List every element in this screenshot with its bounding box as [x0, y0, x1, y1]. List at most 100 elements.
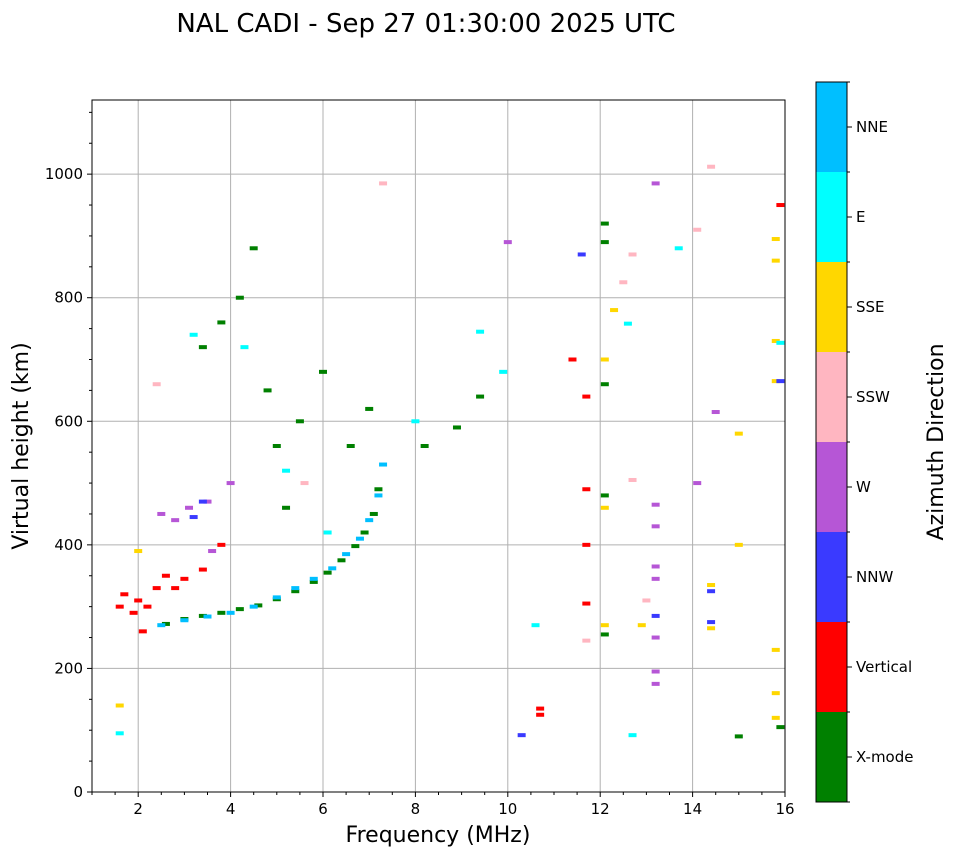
echo-point — [452, 425, 461, 430]
echo-point — [355, 536, 364, 541]
echo-point — [282, 468, 291, 473]
echo-point — [600, 382, 609, 387]
echo-point — [771, 715, 780, 720]
echo-point — [734, 431, 743, 436]
echo-point — [185, 505, 194, 510]
echo-point — [628, 733, 637, 738]
echo-point — [503, 240, 512, 245]
echo-point — [208, 549, 217, 554]
echo-point — [600, 221, 609, 226]
colorbar-tick-label: NNW — [856, 568, 893, 586]
echo-point — [171, 586, 180, 591]
echo-point — [651, 502, 660, 507]
echo-point — [582, 487, 591, 492]
echo-point — [161, 573, 170, 578]
echo-point — [600, 632, 609, 637]
echo-point — [180, 576, 189, 581]
echo-point — [600, 493, 609, 498]
echo-point — [411, 419, 420, 424]
echo-point — [771, 691, 780, 696]
echo-point — [628, 477, 637, 482]
trace-x-mode — [198, 221, 785, 739]
echo-point — [217, 320, 226, 325]
echo-point — [711, 410, 720, 415]
trace-e — [115, 246, 785, 738]
echo-point — [379, 181, 388, 186]
echo-point — [568, 357, 577, 362]
echo-point — [203, 499, 212, 504]
x-tick-label: 4 — [226, 800, 236, 818]
colorbar-tick-label: Vertical — [856, 658, 912, 676]
colorbar-tick-label: NNE — [856, 118, 888, 136]
x-tick-label: 16 — [775, 800, 794, 818]
echo-point — [180, 618, 189, 623]
echo-point — [776, 379, 785, 384]
chart-title: NAL CADI - Sep 27 01:30:00 2025 UTC — [176, 9, 675, 39]
echo-point — [120, 592, 129, 597]
echo-point — [346, 444, 355, 448]
echo-point — [189, 515, 198, 520]
echo-point — [707, 164, 716, 169]
echo-point — [337, 558, 346, 563]
echo-point — [707, 620, 716, 625]
echo-point — [198, 345, 207, 350]
echo-point — [651, 564, 660, 569]
echo-point — [152, 382, 161, 387]
echo-point — [249, 604, 258, 609]
echo-point — [776, 725, 785, 730]
x-axis-ticks: 2 4 6 8 10 12 14 16 — [91, 792, 795, 818]
echo-point — [582, 601, 591, 606]
echo-point — [282, 505, 291, 510]
echo-point — [161, 621, 170, 626]
echo-point — [129, 610, 138, 615]
echo-point — [651, 524, 660, 529]
colorbar-swatch — [816, 532, 847, 622]
y-tick-label: 600 — [54, 412, 83, 430]
echo-point — [600, 505, 609, 510]
echo-point — [707, 626, 716, 631]
y-tick-label: 200 — [54, 659, 83, 677]
echo-point — [235, 295, 244, 300]
grid-lines — [92, 100, 786, 793]
echo-point — [235, 607, 244, 612]
echo-point — [499, 369, 508, 374]
echo-point — [198, 613, 207, 618]
echo-point — [476, 329, 485, 334]
x-tick-label: 6 — [318, 800, 328, 818]
x-tick-label: 8 — [411, 800, 421, 818]
colorbar-tick-label: SSE — [856, 298, 885, 316]
colorbar-swatch — [816, 352, 847, 442]
trace-nnw — [189, 252, 785, 738]
echo-point — [115, 731, 124, 736]
plot-area: 2 4 6 8 10 12 14 16 0 200 400 600 800 1000 — [45, 99, 795, 818]
echo-point — [369, 511, 378, 516]
echo-point — [476, 394, 485, 399]
echo-point — [254, 603, 263, 608]
echo-point — [651, 635, 660, 640]
echo-point — [582, 542, 591, 547]
colorbar-swatch — [816, 82, 847, 172]
echo-point — [157, 623, 166, 628]
echo-point — [651, 181, 660, 186]
y-tick-label: 1000 — [45, 165, 83, 183]
echo-point — [323, 570, 332, 575]
echo-point — [776, 340, 785, 345]
echo-point — [600, 357, 609, 362]
echo-point — [365, 406, 374, 411]
echo-point — [115, 703, 124, 708]
echo-point — [134, 598, 143, 603]
echo-point — [536, 706, 545, 711]
echo-point — [295, 419, 304, 424]
echo-point — [360, 530, 369, 535]
echo-point — [637, 623, 646, 628]
colorbar-tick-label: SSW — [856, 388, 890, 406]
colorbar-swatch — [816, 712, 847, 802]
echo-point — [374, 493, 383, 498]
echo-point — [619, 280, 628, 285]
y-tick-label: 0 — [73, 783, 83, 801]
echo-point — [517, 733, 526, 738]
echo-point — [628, 252, 637, 257]
echo-point — [272, 444, 281, 448]
trace-sse — [115, 237, 780, 720]
colorbar-swatch — [816, 262, 847, 352]
